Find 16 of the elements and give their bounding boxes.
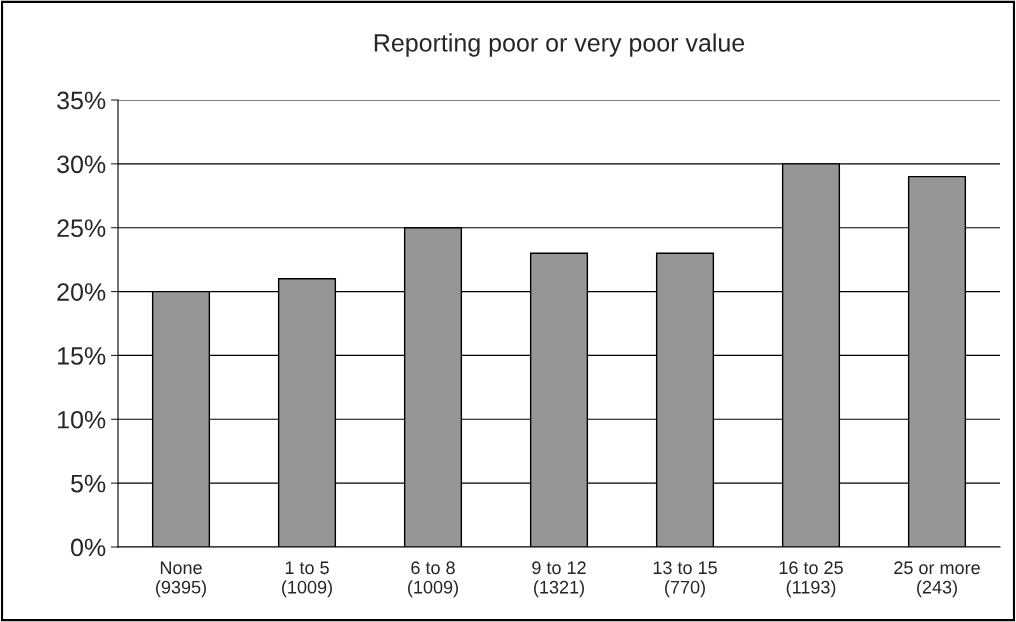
chart-title: Reporting poor or very poor value xyxy=(374,33,745,57)
y-tick-label: 35% xyxy=(57,91,106,110)
x-tick-label: 6 to 8 (1009) xyxy=(408,561,458,598)
y-tick-label: 15% xyxy=(58,347,106,365)
x-tick-label: 16 to 25 (1193) xyxy=(779,561,843,598)
x-tick-label: 13 to 15 (770) xyxy=(653,561,717,598)
x-tick-label: 1 to 5 (1009) xyxy=(282,561,332,598)
y-tick-label: 10% xyxy=(58,410,106,429)
y-tick-label: 0% xyxy=(71,538,106,557)
y-tick-label: 30% xyxy=(57,155,106,174)
x-tick-label: 9 to 12 (1321) xyxy=(532,561,586,598)
x-tick-label: 25 or more (243) xyxy=(894,561,980,598)
y-tick-label: 25% xyxy=(57,219,106,238)
y-tick-label: 5% xyxy=(71,474,106,493)
x-tick-label: None (9395) xyxy=(156,561,206,598)
y-tick-label: 20% xyxy=(57,283,106,301)
